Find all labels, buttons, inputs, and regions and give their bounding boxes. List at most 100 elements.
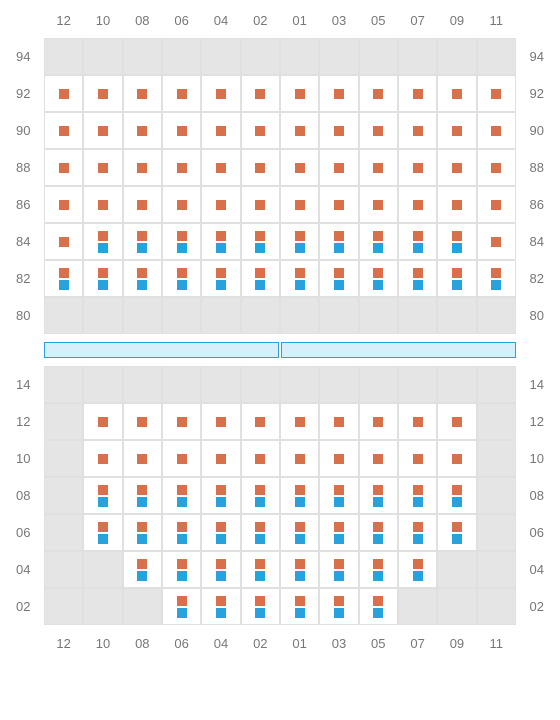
seat-cell[interactable]	[44, 186, 83, 223]
seat-cell[interactable]	[123, 260, 162, 297]
seat-cell[interactable]	[83, 186, 122, 223]
seat-cell[interactable]	[201, 588, 240, 625]
seat-cell[interactable]	[398, 260, 437, 297]
seat-cell[interactable]	[280, 440, 319, 477]
seat-cell[interactable]	[437, 186, 476, 223]
seat-cell[interactable]	[280, 75, 319, 112]
seat-cell[interactable]	[241, 149, 280, 186]
seat-cell[interactable]	[398, 112, 437, 149]
seat-cell[interactable]	[123, 223, 162, 260]
seat-cell[interactable]	[201, 186, 240, 223]
seat-cell[interactable]	[44, 75, 83, 112]
seat-cell[interactable]	[319, 75, 358, 112]
seat-cell[interactable]	[162, 112, 201, 149]
seat-cell[interactable]	[241, 477, 280, 514]
seat-cell[interactable]	[359, 551, 398, 588]
seat-cell[interactable]	[162, 260, 201, 297]
seat-cell[interactable]	[241, 223, 280, 260]
seat-cell[interactable]	[83, 477, 122, 514]
seat-cell[interactable]	[241, 112, 280, 149]
seat-cell[interactable]	[398, 186, 437, 223]
seat-cell[interactable]	[359, 514, 398, 551]
seat-cell[interactable]	[241, 588, 280, 625]
seat-cell[interactable]	[241, 186, 280, 223]
seat-cell[interactable]	[201, 260, 240, 297]
seat-cell[interactable]	[201, 440, 240, 477]
seat-cell[interactable]	[437, 514, 476, 551]
seat-cell[interactable]	[280, 514, 319, 551]
seat-cell[interactable]	[241, 514, 280, 551]
seat-cell[interactable]	[477, 260, 516, 297]
seat-cell[interactable]	[319, 223, 358, 260]
seat-cell[interactable]	[437, 112, 476, 149]
seat-cell[interactable]	[319, 260, 358, 297]
seat-cell[interactable]	[398, 223, 437, 260]
seat-cell[interactable]	[398, 149, 437, 186]
seat-cell[interactable]	[477, 149, 516, 186]
seat-cell[interactable]	[319, 551, 358, 588]
seat-cell[interactable]	[44, 149, 83, 186]
seat-cell[interactable]	[83, 260, 122, 297]
seat-cell[interactable]	[162, 514, 201, 551]
seat-cell[interactable]	[162, 149, 201, 186]
seat-cell[interactable]	[359, 260, 398, 297]
seat-cell[interactable]	[83, 440, 122, 477]
seat-cell[interactable]	[241, 403, 280, 440]
seat-cell[interactable]	[83, 223, 122, 260]
seat-cell[interactable]	[280, 112, 319, 149]
seat-cell[interactable]	[359, 588, 398, 625]
seat-cell[interactable]	[83, 75, 122, 112]
seat-cell[interactable]	[201, 403, 240, 440]
seat-cell[interactable]	[319, 112, 358, 149]
seat-cell[interactable]	[359, 186, 398, 223]
seat-cell[interactable]	[280, 149, 319, 186]
seat-cell[interactable]	[280, 223, 319, 260]
seat-cell[interactable]	[280, 260, 319, 297]
seat-cell[interactable]	[398, 403, 437, 440]
seat-cell[interactable]	[437, 223, 476, 260]
seat-cell[interactable]	[359, 112, 398, 149]
seat-cell[interactable]	[437, 149, 476, 186]
seat-cell[interactable]	[162, 223, 201, 260]
seat-cell[interactable]	[123, 112, 162, 149]
seat-cell[interactable]	[83, 149, 122, 186]
seat-cell[interactable]	[280, 588, 319, 625]
seat-cell[interactable]	[398, 75, 437, 112]
seat-cell[interactable]	[319, 588, 358, 625]
seat-cell[interactable]	[123, 75, 162, 112]
seat-cell[interactable]	[162, 75, 201, 112]
seat-cell[interactable]	[162, 403, 201, 440]
seat-cell[interactable]	[162, 551, 201, 588]
seat-cell[interactable]	[201, 551, 240, 588]
seat-cell[interactable]	[359, 223, 398, 260]
seat-cell[interactable]	[241, 75, 280, 112]
seat-cell[interactable]	[83, 112, 122, 149]
seat-cell[interactable]	[162, 477, 201, 514]
seat-cell[interactable]	[437, 440, 476, 477]
seat-cell[interactable]	[123, 149, 162, 186]
seat-cell[interactable]	[359, 477, 398, 514]
seat-cell[interactable]	[241, 440, 280, 477]
seat-cell[interactable]	[437, 75, 476, 112]
seat-cell[interactable]	[319, 514, 358, 551]
seat-cell[interactable]	[123, 514, 162, 551]
seat-cell[interactable]	[477, 75, 516, 112]
seat-cell[interactable]	[437, 477, 476, 514]
seat-cell[interactable]	[398, 440, 437, 477]
seat-cell[interactable]	[477, 112, 516, 149]
seat-cell[interactable]	[280, 551, 319, 588]
seat-cell[interactable]	[162, 186, 201, 223]
seat-cell[interactable]	[280, 477, 319, 514]
seat-cell[interactable]	[280, 403, 319, 440]
seat-cell[interactable]	[319, 149, 358, 186]
seat-cell[interactable]	[201, 477, 240, 514]
seat-cell[interactable]	[398, 514, 437, 551]
seat-cell[interactable]	[359, 403, 398, 440]
seat-cell[interactable]	[123, 551, 162, 588]
seat-cell[interactable]	[319, 186, 358, 223]
seat-cell[interactable]	[398, 551, 437, 588]
seat-cell[interactable]	[437, 260, 476, 297]
seat-cell[interactable]	[83, 403, 122, 440]
seat-cell[interactable]	[241, 260, 280, 297]
seat-cell[interactable]	[319, 440, 358, 477]
